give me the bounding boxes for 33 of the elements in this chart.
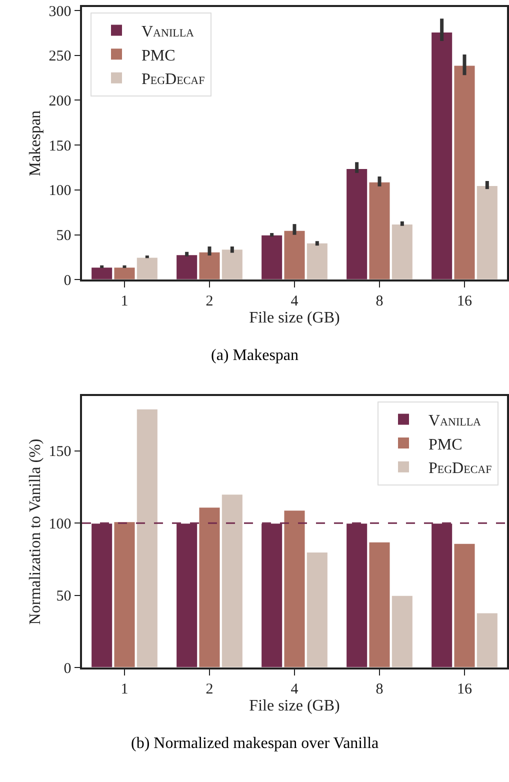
x-tick-label: 16 <box>457 681 472 698</box>
legend-label: PMC <box>428 436 462 454</box>
y-axis-title: Makespan <box>27 110 44 176</box>
y-tick-label: 0 <box>64 272 72 289</box>
y-tick-label: 0 <box>64 660 72 677</box>
x-tick-label: 4 <box>290 293 299 310</box>
x-tick-label: 8 <box>376 681 384 698</box>
legend-label: PMC <box>142 47 176 64</box>
text: (a) Makespan <box>211 347 299 364</box>
x-tick-label: 16 <box>457 293 472 310</box>
x-axis-title: File size (GB) <box>249 697 340 714</box>
x-axis-title: File size (GB) <box>249 309 340 326</box>
legend-label: Vanilla <box>428 412 482 430</box>
y-tick-label: 50 <box>56 228 72 244</box>
y-tick-label: 100 <box>48 516 72 532</box>
x-tick-label: 8 <box>376 293 384 310</box>
x-tick-label: 1 <box>120 293 128 310</box>
y-axis-title: Normalization to Vanilla (%) <box>27 438 44 625</box>
x-tick-label: 2 <box>206 293 214 310</box>
y-tick-label: 150 <box>48 444 72 460</box>
legend-label: PegDecaf <box>428 460 492 478</box>
x-tick-label: 1 <box>120 681 128 698</box>
y-tick-label: 250 <box>48 48 72 65</box>
legend-label: PegDecaf <box>142 71 205 88</box>
x-tick-label: 2 <box>206 681 214 698</box>
y-tick-label: 50 <box>56 588 72 605</box>
y-tick-label: 200 <box>48 94 72 110</box>
text: (b) Normalized makespan over Vanilla <box>131 735 379 752</box>
legend-label: Vanilla <box>142 24 194 41</box>
y-tick-label: 100 <box>48 183 72 200</box>
y-tick-label: 150 <box>48 138 72 154</box>
x-tick-label: 4 <box>290 681 299 698</box>
y-tick-label: 300 <box>48 4 72 20</box>
